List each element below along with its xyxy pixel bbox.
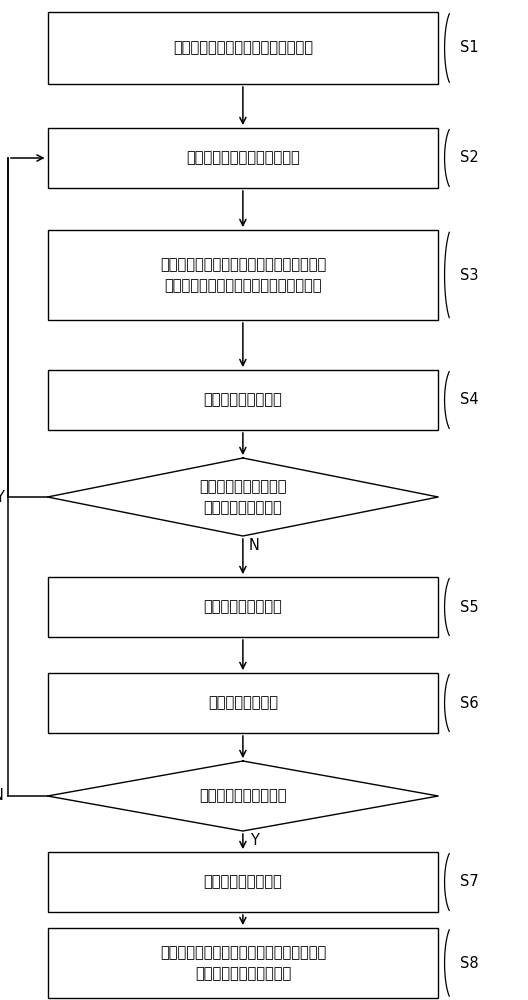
Bar: [48, 12, 438, 84]
Text: S3: S3: [460, 267, 479, 282]
Bar: [48, 852, 438, 912]
Bar: [48, 128, 438, 188]
Text: S5: S5: [460, 599, 479, 614]
Text: Y: Y: [0, 489, 4, 504]
Polygon shape: [48, 761, 438, 831]
Text: S4: S4: [460, 392, 479, 408]
Text: 对扩展树重新布线: 对扩展树重新布线: [208, 696, 278, 710]
Text: 新节点可以到达目标点: 新节点可以到达目标点: [199, 788, 287, 804]
Text: Y: Y: [250, 833, 259, 848]
Text: 确定机器人环境信息，初始化扩展树: 确定机器人环境信息，初始化扩展树: [173, 40, 313, 55]
Text: 确定新节点的父节点: 确定新节点的父节点: [203, 599, 282, 614]
Text: S8: S8: [460, 956, 479, 970]
Bar: [48, 577, 438, 637]
Text: S2: S2: [460, 150, 479, 165]
Bar: [48, 673, 438, 733]
Text: N: N: [249, 538, 260, 553]
Text: 目标点添加到扩展树: 目标点添加到扩展树: [203, 874, 282, 890]
Text: S1: S1: [460, 40, 479, 55]
Bar: [48, 370, 438, 430]
Text: 最近点与新节点之间的
直线段会碰触障碍物: 最近点与新节点之间的 直线段会碰触障碍物: [199, 479, 287, 515]
Text: 从目标点逆向遍历扩展树，直至起始点，得
到起始点到目标点的路径: 从目标点逆向遍历扩展树，直至起始点，得 到起始点到目标点的路径: [160, 945, 326, 981]
Text: 扩展树扩展到新节点: 扩展树扩展到新节点: [203, 392, 282, 408]
Bar: [48, 928, 438, 998]
Bar: [48, 230, 438, 320]
Text: N: N: [0, 788, 4, 804]
Text: S6: S6: [460, 696, 479, 710]
Text: S7: S7: [460, 874, 479, 890]
Text: 获取随机状态点及其最近节点: 获取随机状态点及其最近节点: [186, 150, 300, 165]
Polygon shape: [48, 458, 438, 536]
Text: 计算最近节点处目标点吸力与障碍物斥力的
合力，确定扩展树的搜索方向和扩展步长: 计算最近节点处目标点吸力与障碍物斥力的 合力，确定扩展树的搜索方向和扩展步长: [160, 257, 326, 293]
